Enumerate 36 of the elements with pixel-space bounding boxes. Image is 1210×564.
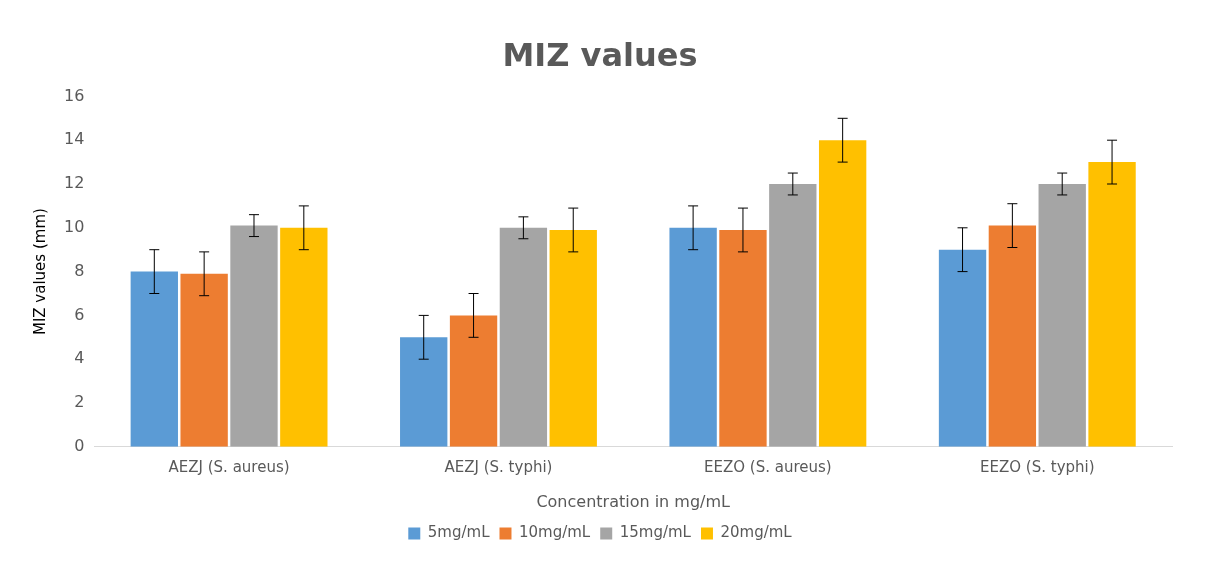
bar xyxy=(180,273,228,447)
bar xyxy=(1088,162,1136,447)
y-tick-label: 16 xyxy=(64,85,85,105)
y-tick-label: 2 xyxy=(74,392,85,412)
y-tick-label: 12 xyxy=(64,173,85,193)
bar xyxy=(549,229,597,447)
y-tick-label: 8 xyxy=(74,260,85,280)
y-axis-title: MIZ values (mm) xyxy=(30,208,49,336)
x-tick-label: AEZJ (S. typhi) xyxy=(444,457,553,476)
x-tick-label: EEZO (S. aureus) xyxy=(704,457,832,476)
y-tick-label: 6 xyxy=(74,304,85,324)
y-tick-label: 14 xyxy=(64,129,85,149)
legend-label: 20mg/mL xyxy=(720,523,793,542)
bar xyxy=(988,225,1037,447)
bar xyxy=(280,227,328,447)
bar xyxy=(130,271,178,447)
bar xyxy=(400,337,448,447)
bar xyxy=(1038,184,1086,447)
x-tick-label: AEZJ (S. aureus) xyxy=(168,457,290,476)
bar xyxy=(818,140,867,447)
x-axis-title: Concentration in mg/mL xyxy=(536,491,731,511)
bar xyxy=(938,249,987,447)
legend-label: 10mg/mL xyxy=(518,523,591,542)
bar xyxy=(449,315,498,447)
bar xyxy=(719,229,767,447)
x-tick-label: EEZO (S. typhi) xyxy=(980,457,1095,476)
bar xyxy=(769,184,817,447)
y-tick-label: 0 xyxy=(74,435,85,455)
legend-label: 15mg/mL xyxy=(619,523,692,542)
y-tick-label: 10 xyxy=(64,216,85,236)
bar xyxy=(669,227,717,447)
legend-label: 5mg/mL xyxy=(427,523,491,542)
bar xyxy=(499,227,548,447)
y-tick-label: 4 xyxy=(74,348,85,368)
chart-title: MIZ values xyxy=(502,35,698,74)
bar xyxy=(230,225,278,447)
